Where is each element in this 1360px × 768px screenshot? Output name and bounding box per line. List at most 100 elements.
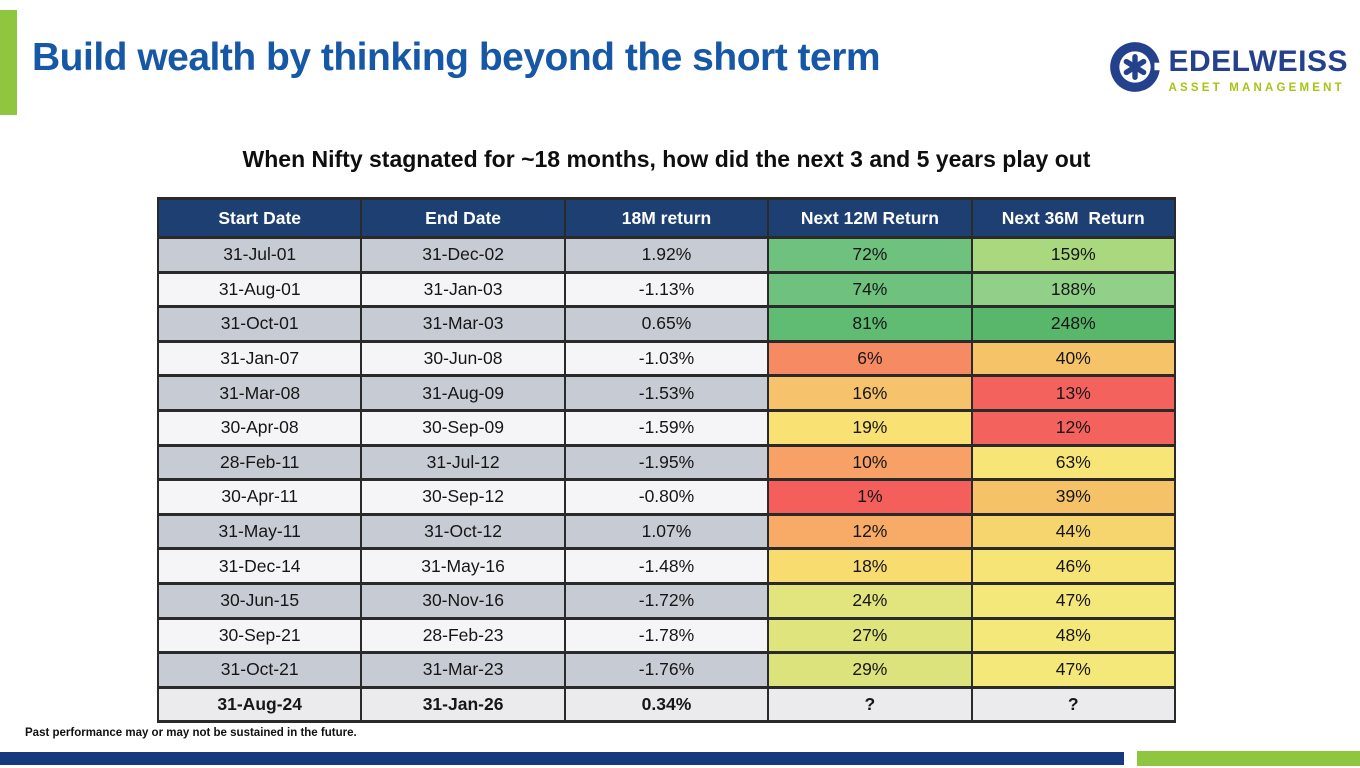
- cell-start-date: 31-Mar-08: [156, 374, 363, 412]
- cell-start-date: 30-Jun-15: [156, 581, 363, 620]
- cell-end-date: 30-Sep-12: [360, 478, 566, 516]
- cell-end-date: 31-Jul-12: [360, 443, 566, 482]
- cell-end-date: 31-Jan-03: [360, 270, 566, 309]
- cell-start-date: 31-Dec-14: [156, 547, 363, 585]
- cell-end-date: 31-Dec-02: [360, 236, 566, 274]
- cell-next-12m-return: 72%: [767, 236, 973, 274]
- table-row: 31-Oct-21 31-Mar-23 -1.76% 29% 47%: [156, 651, 1177, 689]
- cell-start-date: 31-Aug-01: [156, 270, 363, 309]
- cell-start-date: 30-Sep-21: [156, 616, 363, 655]
- cell-next-36m-return: 12%: [970, 408, 1177, 447]
- logo-tagline: ASSET MANAGEMENT: [1168, 82, 1345, 94]
- table-row: 30-Sep-21 28-Feb-23 -1.78% 27% 48%: [156, 616, 1177, 655]
- table-row: 30-Apr-11 30-Sep-12 -0.80% 1% 39%: [156, 478, 1177, 516]
- cell-18m-return: -1.78%: [563, 616, 770, 655]
- cell-end-date: 30-Nov-16: [360, 581, 566, 620]
- cell-next-12m-return: 1%: [767, 478, 973, 516]
- edelweiss-logo: EDELWEISS ASSET MANAGEMENT: [1108, 40, 1348, 94]
- cell-end-date: 31-May-16: [360, 547, 566, 585]
- cell-next-12m-return: 18%: [767, 547, 973, 585]
- cell-start-date: 31-Oct-21: [156, 651, 363, 689]
- cell-18m-return: -1.13%: [563, 270, 770, 309]
- cell-18m-return: -1.59%: [563, 408, 770, 447]
- cell-start-date: 31-Jan-07: [156, 339, 363, 378]
- cell-next-12m-return: 74%: [767, 270, 973, 309]
- table-row: 31-Oct-01 31-Mar-03 0.65% 81% 248%: [156, 305, 1177, 343]
- cell-next-36m-return: 159%: [970, 236, 1177, 274]
- table-row: 31-Aug-01 31-Jan-03 -1.13% 74% 188%: [156, 270, 1177, 309]
- cell-end-date: 31-Oct-12: [360, 512, 566, 551]
- table-row: 31-Jan-07 30-Jun-08 -1.03% 6% 40%: [156, 339, 1177, 378]
- cell-end-date: 31-Jan-26: [360, 685, 566, 724]
- table-row: 31-Jul-01 31-Dec-02 1.92% 72% 159%: [156, 236, 1177, 274]
- cell-next-12m-return: 12%: [767, 512, 973, 551]
- cell-next-36m-return: 47%: [970, 651, 1177, 689]
- bottom-bar-green: [1137, 751, 1360, 766]
- cell-18m-return: -0.80%: [563, 478, 770, 516]
- cell-end-date: 28-Feb-23: [360, 616, 566, 655]
- table-row: 31-Aug-24 31-Jan-26 0.34%??: [156, 685, 1177, 724]
- table-row: 31-May-11 31-Oct-12 1.07% 12% 44%: [156, 512, 1177, 551]
- col-header-2: 18M return: [563, 197, 770, 239]
- table-row: 31-Mar-08 31-Aug-09 -1.53% 16% 13%: [156, 374, 1177, 412]
- cell-18m-return: -1.53%: [563, 374, 770, 412]
- returns-table: Start Date End Date 18M return Next 12M Ret…: [156, 197, 1177, 724]
- cell-next-36m-return: 39%: [970, 478, 1177, 516]
- cell-18m-return: -1.95%: [563, 443, 770, 482]
- cell-18m-return: -1.72%: [563, 581, 770, 620]
- col-header-4: Next 36M Return: [970, 197, 1177, 239]
- cell-next-12m-return: 27%: [767, 616, 973, 655]
- table-header-row: Start Date End Date 18M return Next 12M Ret…: [156, 197, 1177, 239]
- cell-start-date: 30-Apr-11: [156, 478, 363, 516]
- cell-next-36m-return: 46%: [970, 547, 1177, 585]
- cell-end-date: 30-Sep-09: [360, 408, 566, 447]
- cell-end-date: 31-Mar-03: [360, 305, 566, 343]
- cell-18m-return: 0.65%: [563, 305, 770, 343]
- cell-next-12m-return: 29%: [767, 651, 973, 689]
- cell-start-date: 31-May-11: [156, 512, 363, 551]
- cell-next-36m-return: 48%: [970, 616, 1177, 655]
- edelweiss-flower-icon: [1110, 42, 1163, 92]
- logo-wordmark: EDELWEISS: [1168, 45, 1348, 78]
- col-header-0: Start Date: [156, 197, 363, 239]
- cell-18m-return: -1.03%: [563, 339, 770, 378]
- table-row: 31-Dec-14 31-May-16 -1.48% 18% 46%: [156, 547, 1177, 585]
- cell-18m-return: 0.34%: [563, 685, 770, 724]
- disclaimer-text: Past performance may or may not be susta…: [25, 727, 357, 739]
- col-header-3: Next 12M Return: [767, 197, 973, 239]
- cell-end-date: 31-Mar-23: [360, 651, 566, 689]
- cell-next-36m-return: 13%: [970, 374, 1177, 412]
- cell-next-36m-return: 44%: [970, 512, 1177, 551]
- bottom-bar-blue: [0, 752, 1124, 765]
- cell-next-12m-return: 24%: [767, 581, 973, 620]
- cell-next-12m-return: 10%: [767, 443, 973, 482]
- cell-end-date: 31-Aug-09: [360, 374, 566, 412]
- cell-next-12m-return: ?: [767, 685, 973, 724]
- cell-next-36m-return: 40%: [970, 339, 1177, 378]
- cell-start-date: 31-Jul-01: [156, 236, 363, 274]
- cell-next-36m-return: 63%: [970, 443, 1177, 482]
- cell-next-12m-return: 19%: [767, 408, 973, 447]
- cell-next-12m-return: 81%: [767, 305, 973, 343]
- cell-start-date: 30-Apr-08: [156, 408, 363, 447]
- cell-next-36m-return: 248%: [970, 305, 1177, 343]
- cell-next-12m-return: 16%: [767, 374, 973, 412]
- cell-start-date: 31-Aug-24: [156, 685, 363, 724]
- logo-text: EDELWEISS ASSET MANAGEMENT: [1168, 40, 1348, 95]
- cell-18m-return: -1.48%: [563, 547, 770, 585]
- table-row: 30-Apr-08 30-Sep-09 -1.59% 19% 12%: [156, 408, 1177, 447]
- col-header-1: End Date: [360, 197, 566, 239]
- cell-start-date: 31-Oct-01: [156, 305, 363, 343]
- cell-18m-return: 1.07%: [563, 512, 770, 551]
- cell-start-date: 28-Feb-11: [156, 443, 363, 482]
- cell-next-36m-return: 47%: [970, 581, 1177, 620]
- cell-18m-return: -1.76%: [563, 651, 770, 689]
- table-row: 28-Feb-11 31-Jul-12 -1.95% 10% 63%: [156, 443, 1177, 482]
- page-title: Build wealth by thinking beyond the shor…: [32, 36, 881, 79]
- cell-end-date: 30-Jun-08: [360, 339, 566, 378]
- cell-next-36m-return: ?: [970, 685, 1177, 724]
- table-row: 30-Jun-15 30-Nov-16 -1.72% 24% 47%: [156, 581, 1177, 620]
- left-accent-bar: [0, 10, 17, 115]
- cell-next-36m-return: 188%: [970, 270, 1177, 309]
